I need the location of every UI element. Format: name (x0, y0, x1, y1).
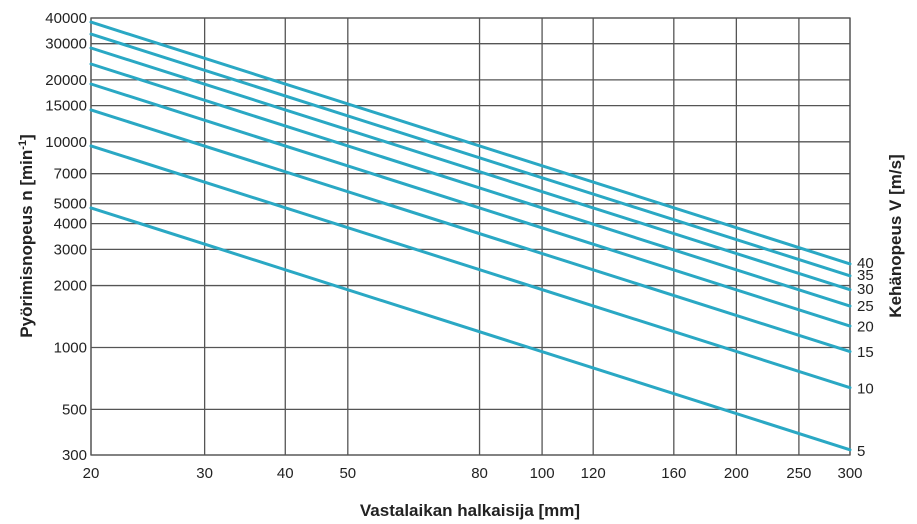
y-tick-3000: 3000 (54, 241, 87, 258)
x-tick-120: 120 (581, 465, 606, 482)
y-tick-30000: 30000 (45, 36, 87, 53)
y-axis-title: Pyörimisnopeus n [min-1] (17, 134, 36, 337)
series-line-20 (89, 82, 852, 328)
x-axis-title: Vastalaikan halkaisija [mm] (360, 501, 580, 520)
series-label-40: 40 (857, 255, 874, 272)
series-line-30 (89, 46, 852, 292)
series-line-35 (89, 32, 852, 278)
plot-frame (90, 17, 851, 456)
y-tick-7000: 7000 (54, 166, 87, 183)
y-axis-title-end: ] (17, 134, 36, 140)
series-line-15 (89, 108, 852, 354)
series-line-25 (89, 62, 852, 308)
x-tick-200: 200 (724, 465, 749, 482)
right-axis-title: Kehänopeus V [m/s] (886, 154, 905, 317)
x-tick-300: 300 (837, 465, 862, 482)
series-label-30: 30 (857, 281, 874, 298)
y-tick-300: 300 (62, 447, 87, 464)
x-tick-50: 50 (339, 465, 356, 482)
y-tick-1000: 1000 (54, 339, 87, 356)
series-line-40 (89, 20, 852, 266)
x-tick-250: 250 (786, 465, 811, 482)
series-label-35: 35 (857, 267, 874, 284)
series-label-20: 20 (857, 318, 874, 335)
x-tick-80: 80 (471, 465, 488, 482)
series-label-25: 25 (857, 298, 874, 315)
series-label-15: 15 (857, 344, 874, 361)
series-label-10: 10 (857, 381, 874, 398)
y-tick-500: 500 (62, 401, 87, 418)
y-tick-20000: 20000 (45, 72, 87, 89)
y-axis-title-superscript: -1 (17, 140, 29, 150)
x-tick-160: 160 (661, 465, 686, 482)
x-tick-40: 40 (277, 465, 294, 482)
series-line-10 (89, 144, 852, 390)
y-tick-10000: 10000 (45, 134, 87, 151)
series-label-5: 5 (857, 443, 865, 460)
x-tick-labels: 20 30 40 50 80 100 120 160 200 250 300 (83, 465, 863, 482)
y-axis-title-main: Pyörimisnopeus n [min (17, 150, 36, 338)
y-tick-4000: 4000 (54, 216, 87, 233)
y-tick-2000: 2000 (54, 278, 87, 295)
y-tick-40000: 40000 (45, 10, 87, 27)
y-tick-15000: 15000 (45, 98, 87, 115)
y-tick-labels: 40000 30000 20000 15000 10000 7000 5000 4000 300… (45, 10, 87, 464)
series-line-5 (89, 206, 852, 452)
series-lines (89, 20, 852, 452)
x-tick-100: 100 (530, 465, 555, 482)
x-tick-30: 30 (196, 465, 213, 482)
y-tick-5000: 5000 (54, 196, 87, 213)
x-tick-20: 20 (83, 465, 100, 482)
